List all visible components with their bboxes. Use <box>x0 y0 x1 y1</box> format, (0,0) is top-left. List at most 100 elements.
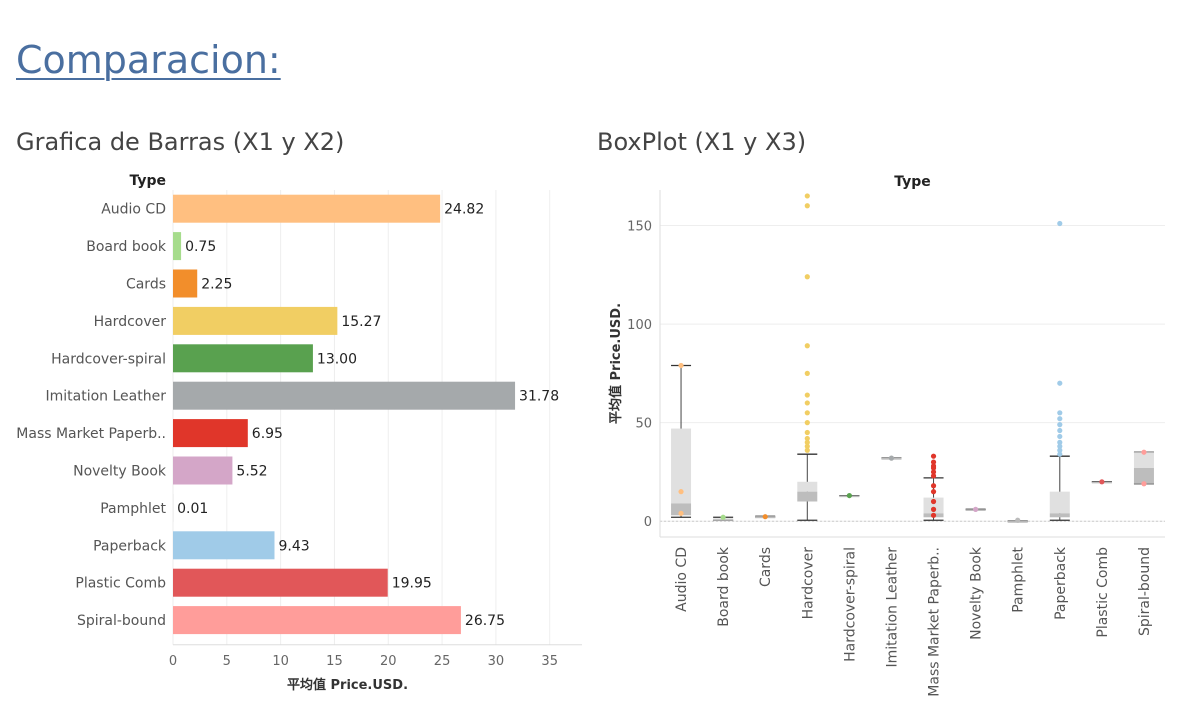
boxplot-point <box>804 420 810 426</box>
bar-category-label: Hardcover-spiral <box>51 351 166 367</box>
bar-value-label: 19.95 <box>392 576 432 592</box>
boxplot-upper-box <box>797 481 818 492</box>
boxplot-upper-box <box>923 497 944 514</box>
boxplot-lower-box <box>671 503 692 516</box>
bar-value-label: 13.00 <box>317 351 357 367</box>
boxplot-category-label: Spiral-bound <box>1137 547 1153 636</box>
boxplot-point <box>678 362 684 369</box>
bar-x-tick: 15 <box>326 654 343 669</box>
boxplot-point <box>1057 447 1063 453</box>
boxplot-category-label: Cards <box>758 547 774 587</box>
bar-category-label: Novelty Book <box>73 464 167 480</box>
boxplot-category-label: Hardcover-spiral <box>842 547 858 662</box>
page-title: Comparacion: <box>16 38 281 82</box>
boxplot-point <box>804 400 810 406</box>
boxplot-point <box>973 506 979 512</box>
boxplot-point <box>1141 481 1147 487</box>
bar-value-label: 5.52 <box>236 464 267 480</box>
boxplot-point <box>804 429 810 436</box>
boxplot-category-label: Pamphlet <box>1011 547 1027 613</box>
boxplot-point <box>930 473 937 479</box>
boxplot-lower-box <box>713 519 734 521</box>
bar-value-label: 0.75 <box>185 239 216 255</box>
bar <box>173 456 233 485</box>
boxplot-category-label: Mass Market Paperb.. <box>927 547 943 697</box>
bar <box>173 194 441 223</box>
boxplot-lower-box <box>1133 467 1154 484</box>
boxplot-category-label: Board book <box>716 546 732 627</box>
boxplot-point <box>1057 439 1063 445</box>
bar <box>173 568 388 597</box>
boxplot-upper-box <box>671 428 692 504</box>
bar-category-label: Cards <box>126 277 166 293</box>
bar-x-tick: 20 <box>380 654 397 669</box>
boxplot-category-label: Imitation Leather <box>884 547 900 668</box>
boxplot-category-header: Type <box>894 174 931 190</box>
bar <box>173 606 461 635</box>
boxplot-point <box>1057 416 1063 422</box>
bar-category-label: Spiral-bound <box>77 613 166 629</box>
bar <box>173 344 313 373</box>
bar <box>173 306 338 335</box>
boxplot-y-axis-title: 平均值 Price.USD. <box>608 303 624 424</box>
boxplot-y-tick: 0 <box>644 515 652 530</box>
bar <box>173 269 198 298</box>
boxplot-point <box>1099 479 1105 485</box>
bar <box>173 419 248 448</box>
bar-value-label: 15.27 <box>341 314 381 330</box>
boxplot-point <box>762 514 768 520</box>
bar-category-header: Type <box>129 173 166 189</box>
boxplot-y-tick: 150 <box>627 219 652 234</box>
boxplot-point <box>930 453 937 459</box>
boxplot-point <box>804 439 810 445</box>
bar-x-tick: 5 <box>223 654 231 669</box>
boxplot-category-label: Audio CD <box>674 547 690 612</box>
boxplot-upper-box <box>1133 452 1154 468</box>
boxplot-point <box>1057 451 1063 457</box>
boxplot-point <box>804 203 810 209</box>
boxplot-title: BoxPlot (X1 y X3) <box>597 128 807 156</box>
bar-category-label: Pamphlet <box>100 501 166 517</box>
bar <box>173 381 516 410</box>
boxplot-point <box>930 498 937 505</box>
boxplot-point <box>804 343 810 349</box>
bar-category-label: Hardcover <box>94 314 167 330</box>
boxplot-y-tick: 100 <box>627 318 652 333</box>
boxplot-point <box>804 447 810 453</box>
bar <box>173 531 275 560</box>
bar-category-label: Paperback <box>93 538 167 554</box>
bar-x-tick: 25 <box>434 654 451 669</box>
bar-category-label: Imitation Leather <box>46 389 167 405</box>
bar-x-tick: 35 <box>541 654 558 669</box>
bar-category-label: Mass Market Paperb.. <box>16 426 166 442</box>
boxplot-point <box>888 455 895 461</box>
boxplot-category-label: Hardcover <box>800 547 816 620</box>
bar-value-label: 26.75 <box>465 613 505 629</box>
boxplot-point <box>804 193 810 199</box>
boxplot-point <box>804 370 810 376</box>
boxplot-point <box>1057 422 1063 428</box>
boxplot-point <box>720 514 726 520</box>
boxplot-point <box>804 274 810 280</box>
bar-chart: Type 0 5 10 15 20 25 30 35 Audio CD 24.82 Board boo… <box>16 173 582 693</box>
boxplot-point <box>1057 380 1063 386</box>
bar-value-label: 6.95 <box>252 426 283 442</box>
boxplot-upper-box <box>1049 491 1070 514</box>
boxplot-lower-box <box>797 491 818 502</box>
boxplot-point <box>846 492 852 499</box>
boxplot-point <box>930 465 937 471</box>
boxplot-point <box>930 483 937 489</box>
boxplot-point <box>930 512 937 518</box>
boxplot-point <box>1015 517 1021 523</box>
boxplot-point <box>1057 410 1063 416</box>
bar-value-label: 9.43 <box>278 538 309 554</box>
boxplot-category-label: Plastic Comb <box>1095 547 1111 638</box>
bar-category-label: Board book <box>86 239 167 255</box>
boxplot-category-label: Paperback <box>1053 546 1069 620</box>
bar-category-label: Audio CD <box>101 202 166 218</box>
bar-value-label: 24.82 <box>444 202 484 218</box>
boxplot-point <box>1057 427 1063 434</box>
boxplot-chart: Type 0 50 100 150 平均值 Price.USD. Audio CD Board… <box>608 174 1165 697</box>
bar <box>173 232 182 261</box>
bar-x-tick: 30 <box>488 654 505 669</box>
